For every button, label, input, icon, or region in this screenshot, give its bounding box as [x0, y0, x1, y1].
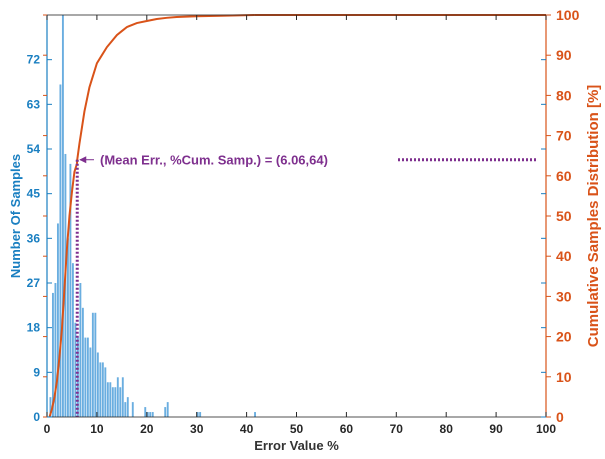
- histogram-bar: [109, 382, 111, 417]
- y-left-tick-label: 0: [33, 410, 40, 424]
- histogram-bar: [164, 407, 166, 417]
- x-tick-label: 40: [240, 422, 254, 436]
- y-right-tick-label: 0: [556, 409, 564, 425]
- histogram-bar: [89, 348, 91, 417]
- y-right-tick-label: 100: [556, 7, 580, 23]
- histogram-bar: [102, 362, 104, 417]
- histogram-bar: [122, 377, 124, 417]
- y-axis-right-label: Cumulative Samples Distribution [%]: [585, 85, 602, 348]
- histogram-bar: [144, 407, 146, 417]
- histogram-bar: [199, 412, 201, 417]
- histogram-bar: [149, 412, 151, 417]
- x-tick-label: 100: [536, 422, 556, 436]
- histogram-bar: [127, 397, 129, 417]
- axes-group: 0 10 20 30 40 50 60 70 80 90 100091827364554637201…: [27, 7, 580, 436]
- x-tick-label: 90: [489, 422, 503, 436]
- x-tick-label: 30: [190, 422, 204, 436]
- y-right-tick-label: 60: [556, 168, 572, 184]
- histogram-bar: [67, 238, 69, 417]
- y-right-tick-label: 50: [556, 208, 572, 224]
- y-left-tick-label: 36: [27, 231, 41, 245]
- x-tick-label: 0: [44, 422, 51, 436]
- y-left-tick-label: 45: [27, 187, 41, 201]
- y-right-tick-label: 40: [556, 248, 572, 264]
- y-right-tick-label: 70: [556, 128, 572, 144]
- histogram-bar: [59, 84, 61, 417]
- histogram-bar: [104, 367, 106, 417]
- histogram-bar: [79, 283, 81, 417]
- histogram-bar: [82, 308, 84, 417]
- y-axis-left-label: Number Of Samples: [8, 154, 23, 278]
- histogram-bar: [94, 313, 96, 417]
- histogram-bars: [49, 15, 255, 417]
- histogram-bar: [114, 387, 116, 417]
- y-left-tick-label: 27: [27, 276, 41, 290]
- plot-frame: [47, 15, 546, 417]
- histogram-bar: [119, 387, 121, 417]
- histogram-bar: [254, 412, 256, 417]
- histogram-bar: [132, 402, 134, 417]
- y-right-tick-label: 80: [556, 87, 572, 103]
- y-left-tick-label: 72: [27, 53, 41, 67]
- histogram-bar: [124, 402, 126, 417]
- histogram-bar: [92, 313, 94, 417]
- histogram-bar: [84, 338, 86, 417]
- histogram-bar: [57, 223, 59, 417]
- histogram-bar: [167, 402, 169, 417]
- x-tick-label: 10: [90, 422, 104, 436]
- y-left-tick-label: 9: [33, 365, 40, 379]
- y-right-tick-label: 10: [556, 369, 572, 385]
- y-right-tick-label: 30: [556, 288, 572, 304]
- histogram-bar: [117, 377, 119, 417]
- x-tick-label: 80: [440, 422, 454, 436]
- histogram-bar: [87, 338, 89, 417]
- histogram-bar: [107, 382, 109, 417]
- x-tick-label: 20: [140, 422, 154, 436]
- cumulative-series: [49, 15, 546, 417]
- y-left-tick-label: 18: [27, 321, 41, 335]
- annotation-group: (Mean Err., %Cum. Samp.) = (6.06,64): [77, 150, 537, 417]
- y-right-tick-label: 90: [556, 47, 572, 63]
- histogram-bar: [97, 352, 99, 417]
- histogram-bar: [152, 412, 154, 417]
- histogram-bar: [99, 362, 101, 417]
- histogram-bar: [62, 15, 64, 417]
- annotation-text: (Mean Err., %Cum. Samp.) = (6.06,64): [100, 153, 328, 168]
- x-tick-label: 70: [390, 422, 404, 436]
- histogram-bar: [112, 387, 114, 417]
- y-right-tick-label: 20: [556, 329, 572, 345]
- histogram-bar: [72, 263, 74, 417]
- annotation-arrow-head: [79, 156, 86, 163]
- x-tick-label: 60: [340, 422, 354, 436]
- x-axis-label: Error Value %: [254, 438, 339, 453]
- x-tick-label: 50: [290, 422, 304, 436]
- y-left-tick-label: 54: [27, 142, 41, 156]
- y-left-tick-label: 63: [27, 97, 41, 111]
